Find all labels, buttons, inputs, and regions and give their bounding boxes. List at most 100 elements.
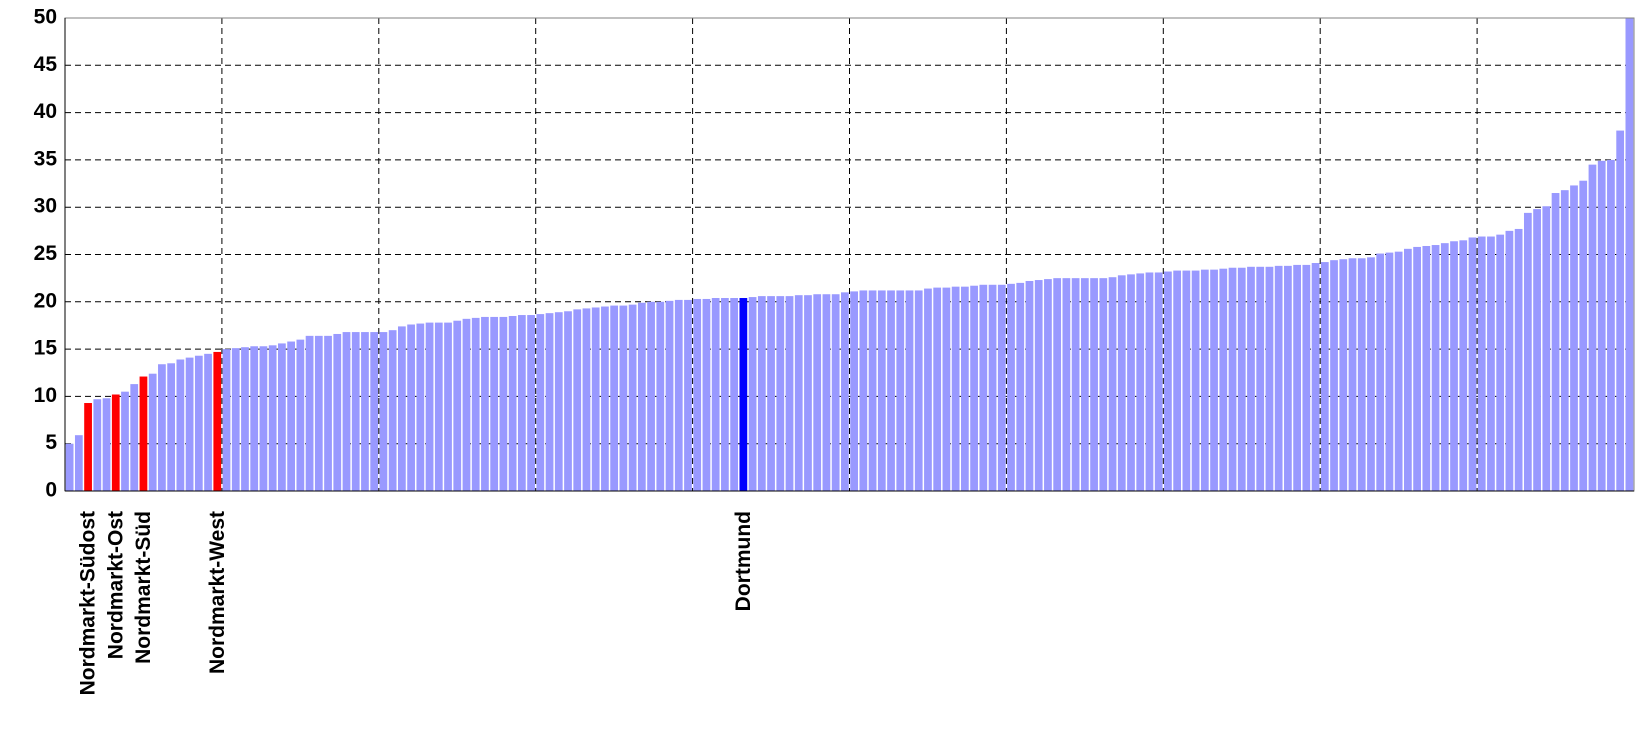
bar (250, 346, 259, 491)
bar (1182, 270, 1191, 491)
bar (111, 394, 120, 491)
x-tick-label: Dortmund (732, 511, 755, 611)
bar (1099, 278, 1108, 491)
bar (896, 290, 905, 491)
bar (573, 309, 582, 491)
bar (231, 348, 240, 491)
bar (804, 295, 812, 491)
y-tick-label: 40 (34, 100, 57, 123)
bar (1237, 267, 1246, 491)
x-tick-label: Nordmarkt-West (206, 511, 229, 674)
bar (1016, 282, 1025, 491)
bar (1311, 263, 1320, 491)
bar (194, 355, 203, 491)
bar (776, 296, 785, 491)
bar (1219, 268, 1228, 491)
bar (416, 323, 425, 491)
bar (794, 295, 803, 491)
bar (1247, 266, 1255, 491)
bar (536, 314, 545, 491)
bar (1053, 278, 1062, 491)
bar (822, 294, 831, 491)
bar (65, 443, 74, 491)
bar (1533, 209, 1541, 491)
bar (942, 287, 951, 491)
bar (324, 335, 332, 491)
bar (361, 332, 369, 491)
bar (841, 292, 849, 491)
bar (1505, 230, 1514, 491)
bar (333, 333, 342, 491)
y-tick-label: 15 (34, 337, 58, 360)
bar (1431, 245, 1440, 491)
bar (185, 357, 194, 491)
bar (1302, 264, 1311, 491)
bar (241, 347, 249, 491)
bar (739, 298, 748, 491)
bar (785, 296, 794, 491)
bar (1330, 260, 1338, 491)
bar (1394, 251, 1403, 491)
bar (877, 290, 886, 491)
bar (121, 391, 129, 491)
bar (1468, 237, 1477, 491)
bar (1570, 185, 1578, 491)
bar (93, 399, 102, 491)
bar (868, 290, 877, 491)
bar (1523, 212, 1532, 491)
bar (1413, 246, 1421, 491)
bar (1071, 278, 1080, 491)
bar (914, 290, 923, 491)
bar (637, 302, 646, 491)
bar (213, 351, 222, 491)
bar (1164, 271, 1172, 491)
y-tick-label: 10 (34, 384, 57, 407)
bar (102, 398, 111, 491)
bar (1108, 277, 1117, 491)
bar (1579, 180, 1588, 491)
bar (1274, 265, 1283, 491)
bar (407, 324, 415, 491)
bar (351, 332, 360, 491)
bar (1404, 248, 1412, 491)
bar (305, 335, 314, 491)
y-tick-label: 35 (34, 147, 58, 170)
bar (887, 290, 895, 491)
bar (517, 315, 526, 491)
bar (1127, 274, 1135, 491)
bar (970, 285, 978, 491)
bar (1034, 280, 1043, 491)
bar (148, 373, 157, 491)
bar (988, 284, 997, 491)
bar (997, 284, 1006, 491)
bar (545, 313, 554, 491)
bar (1173, 270, 1182, 491)
bar (388, 330, 397, 491)
bar (601, 306, 609, 491)
bar (711, 298, 720, 491)
bar (1256, 266, 1265, 491)
bar (1367, 257, 1375, 491)
bar (1210, 269, 1218, 491)
bar (508, 315, 517, 491)
bar (1265, 266, 1274, 491)
bar (222, 349, 231, 491)
bar (628, 304, 637, 491)
y-tick-label: 45 (34, 53, 58, 76)
bar (527, 315, 535, 491)
bar (1080, 278, 1089, 491)
bar (1496, 234, 1505, 491)
bar (425, 322, 434, 491)
bar (84, 403, 92, 491)
bar (397, 326, 406, 491)
bar (1339, 259, 1348, 491)
bar (379, 332, 388, 491)
bar (499, 316, 508, 491)
bar (693, 298, 702, 491)
bar (979, 284, 988, 491)
bars (65, 18, 1634, 491)
bar (767, 296, 775, 491)
bar (1597, 160, 1606, 491)
